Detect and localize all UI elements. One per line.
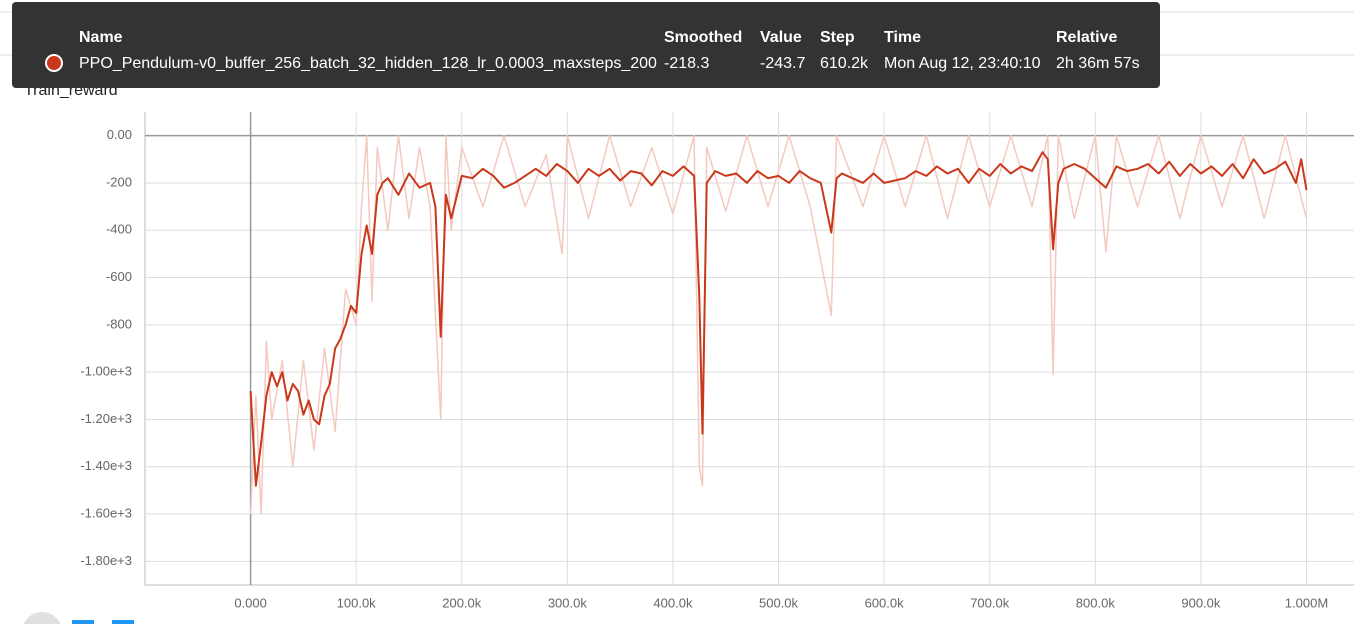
plot-area: 0.00 -200 -400 -600 -800 -1.00e+3 -1.20e+3 -1.4… [80,112,1354,610]
time: Mon Aug 12, 23:40:10 [884,55,1041,72]
y-tick-label: -800 [106,316,132,331]
x-tick-label: 500.0k [759,595,799,610]
y-tick-label: -1.40e+3 [80,458,132,473]
x-tick-label: 200.0k [442,595,482,610]
run-color-dot [45,54,63,72]
tooltip-header: Time [884,29,922,46]
series-line [249,134,1308,515]
run-name: PPO_Pendulum-v0_buffer_256_batch_32_hidd… [79,55,657,72]
series-line [249,151,1308,487]
toolbar-icon[interactable] [22,612,62,624]
tooltip: Name Smoothed Value Step Time Relative P… [12,2,1160,88]
x-tick-label: 100.0k [337,595,377,610]
y-tick-label: -400 [106,222,132,237]
x-tick-label: 900.0k [1181,595,1221,610]
tooltip-header: Relative [1056,29,1118,46]
x-tick-label: 600.0k [865,595,905,610]
x-tick-label: 1.000M [1285,595,1328,610]
x-tick-label: 0.000 [234,595,267,610]
tooltip-header: Value [760,29,802,46]
y-tick-label: -1.20e+3 [80,411,132,426]
value: -243.7 [760,55,806,72]
smoothed-value: -218.3 [664,55,710,72]
x-tick-label: 700.0k [970,595,1010,610]
x-tick-label: 300.0k [548,595,588,610]
y-tick-label: 0.00 [107,127,132,142]
tooltip-header: Step [820,29,855,46]
tooltip-header: Name [79,29,123,46]
x-tick-label: 400.0k [653,595,693,610]
step: 610.2k [820,55,869,72]
relative: 2h 36m 57s [1056,55,1140,72]
y-tick-label: -1.00e+3 [80,364,132,379]
y-tick-label: -200 [106,174,132,189]
tooltip-header: Smoothed [664,29,743,46]
x-tick-label: 800.0k [1076,595,1116,610]
y-tick-label: -1.80e+3 [80,553,132,568]
toolbar-icon[interactable] [112,620,134,624]
y-tick-label: -600 [106,269,132,284]
toolbar-icon[interactable] [72,620,94,624]
y-tick-label: -1.60e+3 [80,505,132,520]
